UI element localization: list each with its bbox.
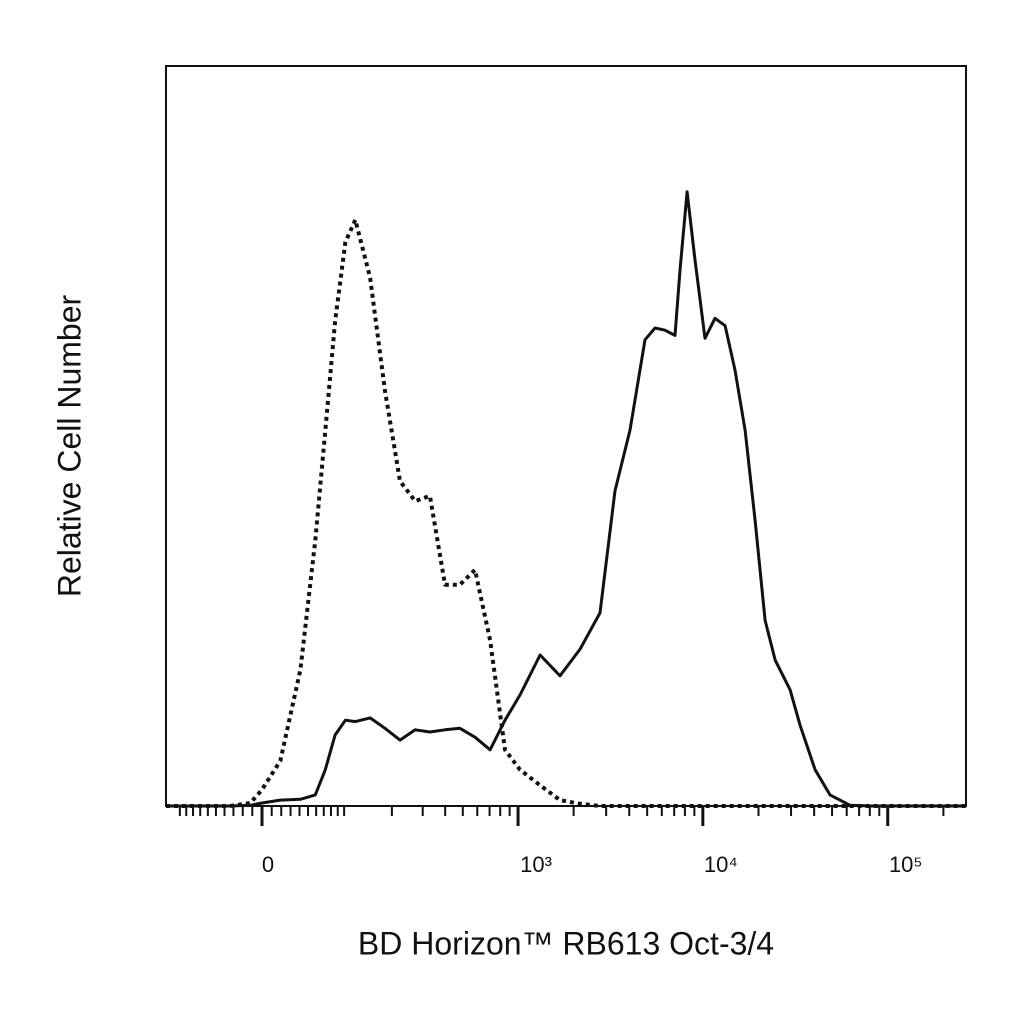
x-tick-label: 0 bbox=[262, 852, 274, 877]
x-tick-label: 10⁵ bbox=[889, 852, 923, 877]
series-line bbox=[166, 190, 966, 808]
y-axis-title: Relative Cell Number bbox=[51, 294, 87, 597]
series-line bbox=[166, 217, 966, 808]
plot-frame bbox=[165, 65, 967, 807]
x-tick-label: 10⁴ bbox=[704, 852, 738, 877]
x-tick-label: 10³ bbox=[520, 852, 552, 877]
x-axis-title: BD Horizon™ RB613 Oct-3/4 bbox=[358, 925, 774, 961]
